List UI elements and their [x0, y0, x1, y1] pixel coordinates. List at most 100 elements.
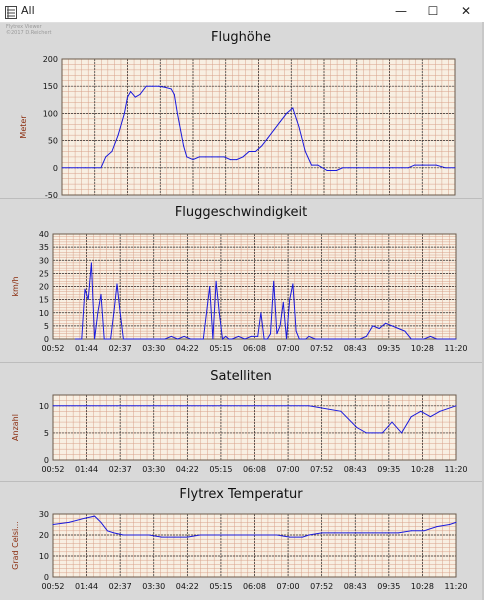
- data-point: [298, 126, 300, 128]
- data-point: [170, 335, 172, 337]
- x-tick-label: 00:52: [41, 344, 64, 353]
- x-tick-label: 03:30: [142, 582, 165, 591]
- data-point: [382, 167, 384, 169]
- chart-title: Satelliten: [210, 369, 272, 384]
- data-point: [250, 534, 252, 536]
- data-point: [122, 338, 124, 340]
- data-point: [119, 312, 121, 314]
- data-point: [196, 338, 198, 340]
- x-tick-label: 10:28: [411, 344, 434, 353]
- x-tick-label: 07:52: [310, 582, 333, 591]
- close-button[interactable]: ✕: [460, 4, 472, 18]
- x-tick-label: 08:43: [344, 465, 367, 474]
- data-point: [183, 335, 185, 337]
- window-title: All: [21, 4, 35, 17]
- y-tick-label: 0: [44, 456, 49, 465]
- y-axis-label: km/h: [11, 276, 20, 296]
- data-point: [292, 283, 294, 285]
- data-point: [295, 330, 297, 332]
- data-point: [135, 534, 137, 536]
- data-point: [333, 532, 335, 534]
- scrollbar[interactable]: [482, 22, 484, 600]
- data-point: [340, 410, 342, 412]
- data-point: [397, 532, 399, 534]
- data-point: [61, 167, 63, 169]
- data-point: [455, 338, 457, 340]
- x-tick-label: 11:20: [444, 344, 467, 353]
- data-point: [439, 410, 441, 412]
- x-tick-label: 09:35: [377, 465, 400, 474]
- data-point: [229, 159, 231, 161]
- data-point: [236, 159, 238, 161]
- data-point: [199, 534, 201, 536]
- data-point: [103, 338, 105, 340]
- data-point: [407, 167, 409, 169]
- data-point: [308, 534, 310, 536]
- altitude-chart: 00:5201:4402:3703:3004:2205:1506:0807:00…: [19, 55, 456, 198]
- data-point: [68, 521, 70, 523]
- data-point: [346, 338, 348, 340]
- data-point: [401, 167, 403, 169]
- data-point: [215, 280, 217, 282]
- data-point: [327, 338, 329, 340]
- x-tick-label: 05:15: [209, 344, 232, 353]
- x-tick-label: 00:52: [41, 582, 64, 591]
- y-tick-label: 200: [43, 55, 58, 64]
- x-tick-label: 01:44: [75, 582, 98, 591]
- x-tick-label: 07:00: [277, 465, 300, 474]
- data-point: [436, 526, 438, 528]
- data-point: [260, 312, 262, 314]
- plot-frame: [61, 58, 456, 196]
- data-point: [282, 301, 284, 303]
- data-point: [373, 167, 375, 169]
- data-point: [145, 338, 147, 340]
- data-point: [333, 338, 335, 340]
- data-point: [365, 335, 367, 337]
- data-point: [423, 338, 425, 340]
- data-point: [225, 335, 227, 337]
- minimize-button[interactable]: —: [395, 4, 407, 18]
- data-point: [353, 338, 355, 340]
- data-point: [429, 416, 431, 418]
- x-tick-label: 04:22: [176, 582, 199, 591]
- data-point: [455, 405, 457, 407]
- chart-title: Flughöhe: [210, 30, 271, 45]
- x-tick-label: 09:35: [377, 582, 400, 591]
- data-point: [385, 532, 387, 534]
- y-tick-label: 0: [44, 335, 49, 344]
- data-point: [84, 167, 86, 169]
- data-point: [126, 338, 128, 340]
- data-point: [267, 137, 269, 139]
- y-tick-label: 100: [43, 109, 58, 118]
- data-point: [218, 312, 220, 314]
- data-point: [134, 96, 136, 98]
- data-point: [186, 536, 188, 538]
- plot-frame: [52, 394, 457, 461]
- y-tick-label: 40: [39, 230, 49, 239]
- maximize-button[interactable]: ☐: [427, 4, 439, 18]
- data-point: [228, 338, 230, 340]
- y-tick-label: 25: [39, 269, 49, 278]
- x-tick-label: 06:08: [243, 582, 266, 591]
- x-tick-label: 07:52: [310, 344, 333, 353]
- y-tick-label: 10: [39, 552, 49, 561]
- data-point: [110, 338, 112, 340]
- x-tick-label: 04:22: [176, 344, 199, 353]
- data-point: [122, 534, 124, 536]
- data-point: [164, 338, 166, 340]
- data-point: [289, 536, 291, 538]
- x-tick-label: 01:44: [75, 465, 98, 474]
- x-tick-label: 11:20: [444, 465, 467, 474]
- data-point: [100, 293, 102, 295]
- data-point: [212, 405, 214, 407]
- data-point: [77, 167, 79, 169]
- chart-panel-altitude: Flughöhe 00:5201:4402:3703:3004:2205:150…: [0, 22, 482, 198]
- data-point: [286, 112, 288, 114]
- data-point: [222, 338, 224, 340]
- data-point: [69, 167, 71, 169]
- y-tick-label: 0: [44, 573, 49, 582]
- chart-panel-satellites: Satelliten 00:52 01:44 02:37 03:30 04:22 05:1…: [0, 363, 482, 481]
- data-point: [174, 536, 176, 538]
- data-point: [177, 338, 179, 340]
- plot-frame: [52, 233, 457, 340]
